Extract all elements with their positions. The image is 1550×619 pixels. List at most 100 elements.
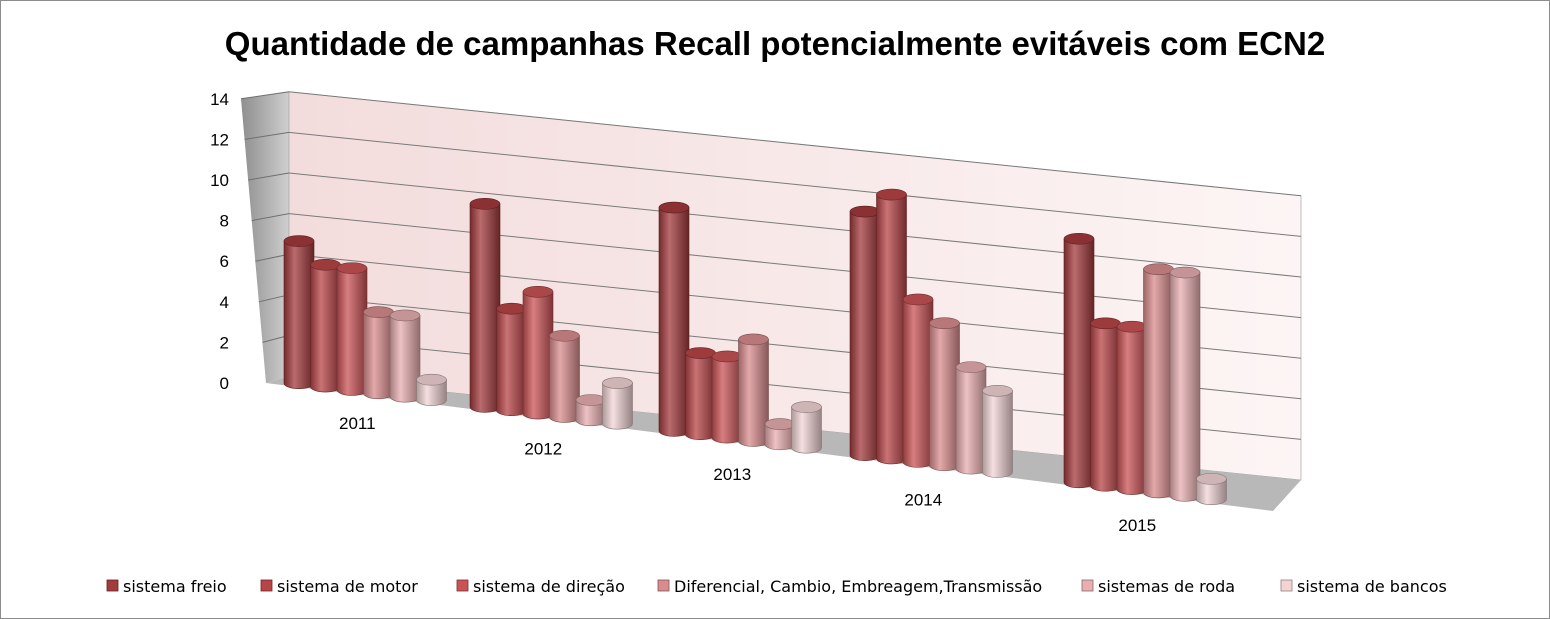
bar-body [602,382,633,430]
bar-body [929,322,960,472]
legend-label: sistemas de roda [1098,577,1235,596]
bar-sistema-freio-2013 [658,201,690,437]
bar-sistema-freio-2014 [849,205,881,461]
bar-sistema-freio-2015 [1063,232,1095,489]
bar-top [310,258,341,271]
side-gridline [248,172,290,181]
bar-body [1169,272,1201,502]
bar-body [738,339,769,447]
bar-sistema-de-dire-o-2014 [902,293,934,468]
bar-body [849,211,881,461]
bar-sistema-de-motor-2013 [685,347,716,440]
bar-sistema-de-dire-o-2015 [1116,320,1148,495]
category-label: 2013 [713,465,751,484]
bar-top [764,418,796,430]
bar-top [658,201,690,214]
bar-top [1063,232,1095,245]
bar-body [711,356,743,444]
bar-body [389,315,421,403]
legend-swatch [260,579,273,592]
y-tick-label: 0 [220,374,229,393]
y-tick-label: 10 [210,171,229,190]
y-tick-label: 8 [220,212,229,231]
bar-sistemas-de-roda-2013 [764,418,796,451]
bar-body [685,352,716,440]
bar-sistema-freio-2012 [469,198,501,413]
bar-top [416,373,447,386]
side-gridline [240,91,290,100]
gridline [288,91,1302,197]
side-wall [241,91,289,384]
gridline [288,213,1302,319]
bar-body [363,311,394,400]
bar-sistema-de-bancos-2014 [982,384,1013,478]
bar-body [791,406,822,454]
bar-body [1063,238,1095,489]
bar-top [336,262,368,274]
bar-top [1196,473,1227,485]
bar-top [902,293,934,306]
bar-body [522,291,554,420]
bar-sistema-de-bancos-2015 [1196,473,1227,505]
bar-sistema-freio-2011 [283,235,315,389]
side-gridline [251,213,290,222]
bar-top [876,188,907,201]
bar-top [791,401,822,413]
bar-body [876,194,907,465]
side-gridline [255,253,290,262]
legend-label: sistema de bancos [1297,577,1447,596]
bar-body [283,240,315,389]
bar-top [685,347,716,359]
legend-label: sistema de direção [473,577,625,596]
bar-top [1143,263,1174,275]
bar-diferencial-cambio-embreagem-transmiss-o-2013 [738,333,769,447]
bar-top [982,384,1013,397]
bar-sistema-de-motor-2011 [310,258,341,393]
bar-sistema-de-bancos-2012 [602,377,633,430]
bar-top [575,394,607,406]
legend-label: sistema freio [123,577,227,596]
legend-swatch [1280,579,1293,592]
bar-sistemas-de-roda-2015 [1169,266,1201,502]
bar-top [549,329,580,342]
category-label: 2011 [339,414,376,433]
bar-body [549,335,580,423]
bar-body [658,207,690,437]
bar-body [469,203,501,413]
legend-swatch [106,579,119,592]
bar-body [336,267,368,396]
bar-top [522,285,554,298]
y-tick-label: 14 [210,90,229,109]
bar-body [1116,326,1148,495]
bar-body [955,366,987,475]
side-gridline [244,131,290,140]
bar-diferencial-cambio-embreagem-transmiss-o-2015 [1143,263,1174,499]
legend-swatch [456,579,469,592]
bar-top [711,350,743,363]
legend-swatch [657,579,670,592]
category-label: 2015 [1118,516,1156,535]
bar-top [955,361,987,373]
bar-sistema-de-bancos-2011 [416,373,447,406]
bar-top [602,377,633,389]
bar-sistema-de-dire-o-2013 [711,350,743,444]
bar-top [283,235,315,247]
bar-body [310,264,341,393]
bar-sistemas-de-roda-2012 [575,394,607,427]
bar-diferencial-cambio-embreagem-transmiss-o-2011 [363,306,394,400]
gridline [288,131,1302,237]
y-tick-label: 12 [210,130,229,149]
bar-top [363,306,394,318]
legend-label: Diferencial, Cambio, Embreagem,Transmiss… [674,577,1042,596]
gridline [288,172,1302,278]
category-label: 2012 [524,440,562,459]
bar-body [982,390,1013,478]
bar-top [496,302,527,315]
y-tick-label: 2 [220,333,229,352]
bar-top [469,198,501,210]
bar-sistemas-de-roda-2011 [389,309,421,403]
bar-sistemas-de-roda-2014 [955,361,987,475]
bar-sistema-de-motor-2014 [876,188,907,465]
